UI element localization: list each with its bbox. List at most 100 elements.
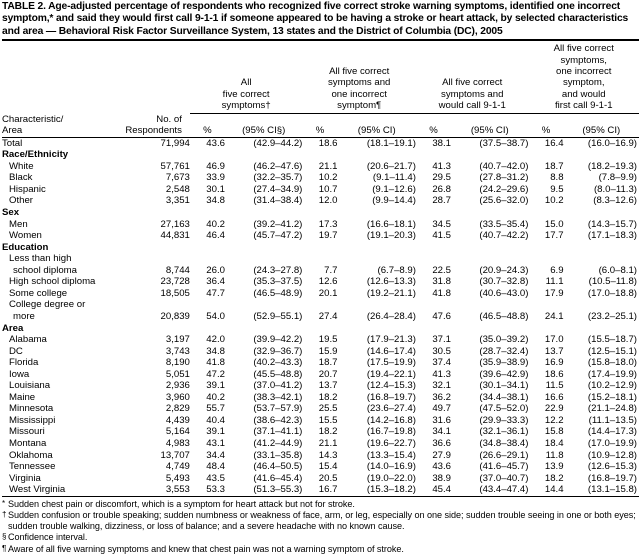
row-label: DC: [9, 345, 23, 357]
row-c4-ci: (17.0–19.9): [587, 437, 637, 449]
row-c4-ci: (17.0–18.8): [587, 287, 637, 299]
row-c1-ci: [225, 149, 302, 161]
row-c2-ci: (19.4–22.1): [366, 368, 416, 380]
row-c2-ci: (19.2–21.1): [366, 287, 416, 299]
table-row: Women 44,831 46.4 (45.7–47.2) 19.7 (19.1–20.3…: [2, 230, 639, 242]
row-c4-ci: (16.8–19.7): [587, 472, 637, 484]
row-c1-pct: 34.4: [206, 449, 225, 461]
row-c4-pct: [528, 323, 563, 335]
row-c1-pct: 43.1: [206, 437, 225, 449]
row-c3-pct: 27.9: [432, 449, 452, 461]
row-c4-pct: 11.1: [545, 276, 564, 288]
row-c3-pct: 34.5: [432, 218, 452, 230]
header-group-4-line-6: first call 9-1-1: [554, 100, 613, 112]
header-ci-1: (95% CI§): [242, 125, 286, 137]
row-respondents: 3,743: [165, 345, 190, 357]
row-c4-pct: 6.9: [550, 264, 564, 276]
row-c4-pct: [528, 299, 563, 311]
row-label: Black: [9, 172, 33, 184]
header-group-1-line-2: five correct: [222, 88, 270, 100]
row-c1-pct: 46.9: [206, 160, 225, 172]
header-group-4-line-2: symptoms,: [560, 54, 607, 66]
row-c3-ci: (29.9–33.3): [479, 414, 529, 426]
row-label: Maine: [9, 391, 36, 403]
header-ci-2: (95% CI): [357, 125, 396, 137]
table-row: Oklahoma 13,707 34.4 (33.1–35.8) 14.3 (13.3–1…: [2, 450, 639, 462]
row-c1-ci: (53.7–57.9): [253, 403, 303, 415]
row-respondents: 3,553: [165, 484, 190, 496]
row-c2-pct: [302, 242, 337, 254]
row-c3-ci: (30.1–34.1): [479, 380, 529, 392]
table-row: White 57,761 46.9 (46.2–47.6) 21.1 (20.6–21.7…: [2, 161, 639, 173]
row-c3-ci: (35.9–38.9): [479, 357, 529, 369]
row-c2-pct: [302, 207, 337, 219]
row-c2-pct: 19.5: [318, 334, 338, 346]
header-group-3-line-2: symptoms and: [441, 88, 504, 100]
row-c4-pct: [528, 207, 563, 219]
header-group-4-line-4: symptom,: [562, 77, 605, 89]
row-c3-ci: [451, 299, 528, 311]
row-c2-pct: 19.7: [318, 230, 338, 242]
row-c1-pct: 40.2: [206, 391, 225, 403]
row-c2-ci: [337, 253, 415, 265]
row-respondents: 20,839: [160, 310, 190, 322]
row-c3-pct: 41.3: [432, 160, 452, 172]
table-row: Tennessee 4,749 48.4 (46.4–50.5) 15.4 (14.0–1…: [2, 461, 639, 473]
row-c1-ci: (31.4–38.4): [253, 195, 303, 207]
header-pct-1: %: [203, 125, 212, 137]
row-c4-ci: [564, 323, 639, 335]
row-c2-ci: (23.6–27.4): [366, 403, 416, 415]
row-label: Total: [2, 137, 23, 149]
row-c3-ci: (46.5–48.8): [479, 310, 529, 322]
row-c1-ci: (37.1–41.1): [253, 426, 303, 438]
row-c3-pct: 34.1: [432, 426, 452, 438]
row-c1-ci: (35.3–37.5): [253, 276, 303, 288]
table-row: Other 3,351 34.8 (31.4–38.4) 12.0 (9.9–14.4) 2…: [2, 195, 639, 207]
row-label: Women: [9, 230, 42, 242]
header-group-2-line-1: All five correct: [329, 66, 390, 78]
row-c2-ci: (6.7–8.9): [377, 264, 416, 276]
row-c1-ci: (39.9–42.2): [253, 334, 303, 346]
row-label: West Virginia: [9, 484, 66, 496]
row-c1-pct: [190, 253, 225, 265]
row-c1-ci: (46.4–50.5): [253, 461, 303, 473]
row-c2-ci: [337, 149, 415, 161]
row-c3-pct: 38.9: [432, 472, 452, 484]
row-c4-pct: 11.5: [545, 380, 564, 392]
row-c4-ci: [564, 242, 639, 254]
header-group-2: All five correct symptoms and one incorr…: [302, 43, 416, 114]
row-respondents: [111, 323, 189, 335]
row-c2-pct: 10.7: [318, 183, 338, 195]
row-c3-ci: (32.1–36.1): [479, 426, 529, 438]
header-group-4-line-5: and would: [561, 88, 606, 100]
table-section-header: Sex: [2, 207, 639, 219]
table-header: All five correct symptoms† All five corr…: [2, 43, 639, 137]
row-respondents: [111, 253, 189, 265]
footnote-text: Confidence interval.: [8, 532, 88, 543]
row-c2-ci: (19.6–22.7): [366, 437, 416, 449]
header-respondents-line-1: No. of: [156, 113, 182, 125]
row-c2-pct: 16.7: [318, 484, 338, 496]
row-label: High school diploma: [9, 276, 96, 288]
row-c2-pct: 20.1: [318, 287, 338, 299]
row-c1-pct: 39.1: [206, 426, 225, 438]
row-c2-ci: (19.1–20.3): [366, 230, 416, 242]
row-c3-ci: (28.7–32.4): [479, 345, 529, 357]
header-stub-line-2: Area: [2, 125, 23, 137]
row-c2-pct: 18.6: [318, 137, 338, 149]
table-row: Iowa 5,051 47.2 (45.5–48.8) 20.7 (19.4–22.1) 4…: [2, 369, 639, 381]
row-c1-pct: [190, 207, 225, 219]
row-label: Alabama: [9, 334, 47, 346]
table-section-header: Area: [2, 323, 639, 335]
row-c2-ci: (14.2–16.8): [366, 414, 416, 426]
table-row: Alabama 3,197 42.0 (39.9–42.2) 19.5 (17.9–21.…: [2, 334, 639, 346]
row-c3-pct: [416, 207, 451, 219]
header-group-4-line-3: one incorrect: [556, 66, 612, 78]
row-c2-ci: (9.1–12.6): [372, 183, 416, 195]
row-c4-pct: 18.6: [544, 368, 564, 380]
row-c3-pct: 37.1: [432, 334, 452, 346]
row-c1-ci: (27.4–34.9): [253, 183, 303, 195]
row-c1-ci: [225, 299, 302, 311]
row-c1-pct: 55.7: [206, 403, 225, 415]
table-row: Less than high: [2, 253, 639, 265]
